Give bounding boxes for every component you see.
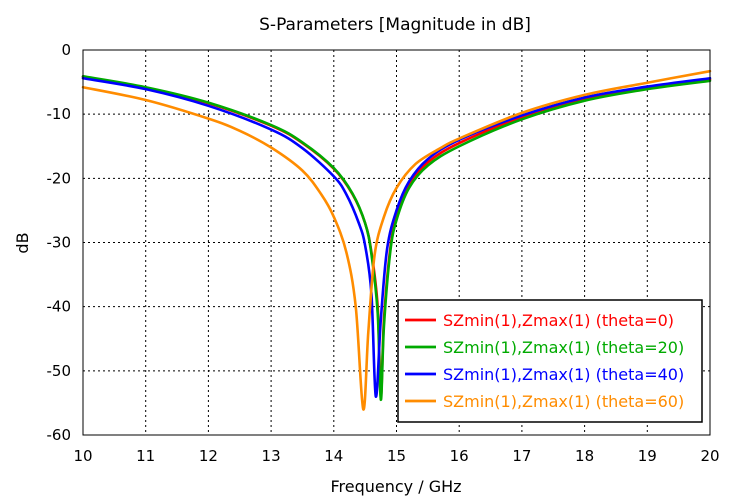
x-tick-label: 14 [324,447,343,465]
x-tick-label: 16 [450,447,469,465]
x-tick-label: 17 [512,447,531,465]
x-tick-label: 13 [262,447,281,465]
series-line-2 [81,76,712,398]
y-tick-label: -60 [47,426,72,444]
y-tick-label: -10 [47,105,72,123]
x-tick-labels: 10 11 12 13 14 15 16 17 18 19 20 [73,447,719,465]
y-tick-label: -20 [47,169,72,187]
legend-label-0: SZmin(1),Zmax(1) (theta=0) [443,311,674,330]
x-tick-label: 11 [136,447,155,465]
series-line-3 [81,69,712,411]
x-tick-label: 10 [73,447,92,465]
series-line-1 [81,75,712,402]
y-tick-labels: 0 -10 -20 -30 -40 -50 -60 [47,41,72,444]
y-tick-label: -40 [47,298,72,316]
legend-label-2: SZmin(1),Zmax(1) (theta=40) [443,365,684,384]
legend-box [397,299,703,423]
y-axis-label: dB [13,232,32,253]
y-tick-label: -30 [47,234,72,252]
x-axis-label: Frequency / GHz [330,477,461,496]
series-lines [81,69,712,411]
x-tick-label: 15 [387,447,406,465]
legend-label-1: SZmin(1),Zmax(1) (theta=20) [443,338,684,357]
y-tick-label: -50 [47,362,72,380]
legend: SZmin(1),Zmax(1) (theta=0) SZmin(1),Zmax(… [397,299,703,423]
x-tick-label: 18 [575,447,594,465]
x-tick-label: 20 [700,447,719,465]
legend-label-3: SZmin(1),Zmax(1) (theta=60) [443,392,684,411]
x-tick-label: 12 [199,447,218,465]
x-tick-label: 19 [638,447,657,465]
chart-title: S-Parameters [Magnitude in dB] [259,15,531,35]
plot-frame [82,49,711,436]
y-tick-label: 0 [61,41,71,59]
